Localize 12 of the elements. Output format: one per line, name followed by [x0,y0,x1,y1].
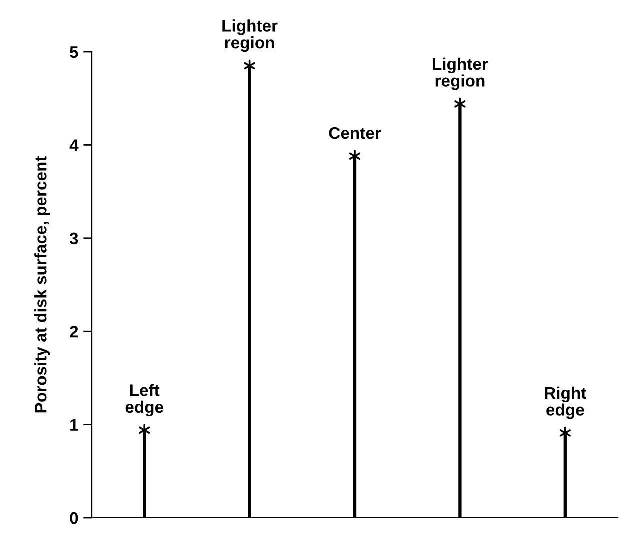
annotation: Lighter region [433,58,488,90]
annotation: Center [329,127,382,140]
y-tick-label: 2 [70,326,78,338]
annotation: Left edge [126,384,164,417]
y-axis-title: Porosity at disk surface, percent [34,156,50,413]
annotation: Lighter region [222,20,278,52]
y-tick-label: 1 [70,419,78,431]
y-tick-label: 0 [70,512,78,524]
y-tick-label: 5 [70,46,78,58]
annotation: Right edge [545,386,586,420]
y-tick-label: 3 [70,232,78,245]
y-tick-label: 4 [70,140,79,152]
